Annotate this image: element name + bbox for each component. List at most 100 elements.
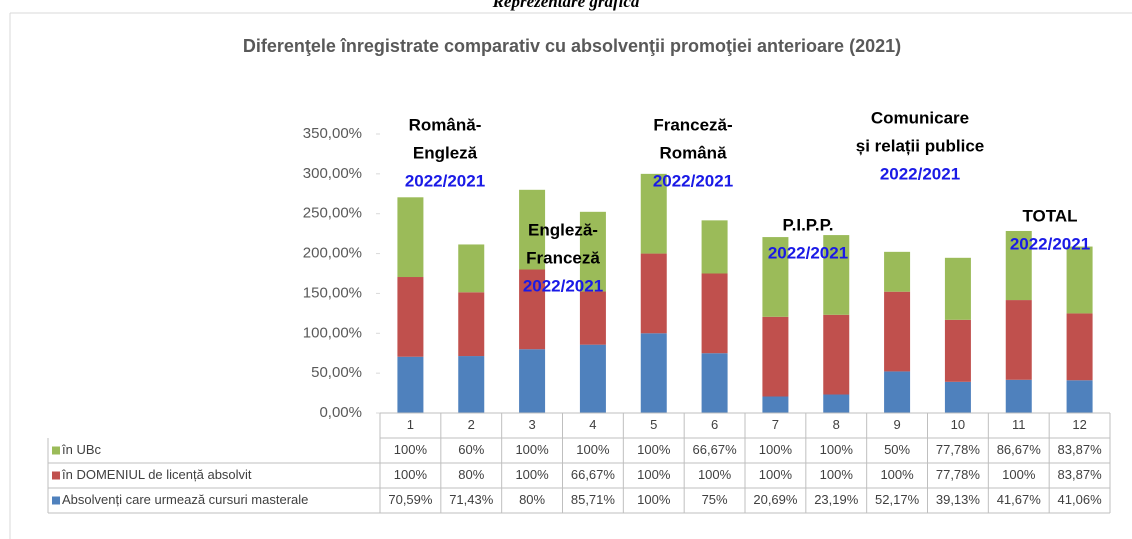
annotation: TOTAL [1022, 206, 1077, 225]
legend-label: în DOMENIUL de licență absolvit [61, 467, 252, 482]
annotation: Comunicare [871, 108, 969, 127]
bar-segment [701, 353, 728, 413]
data-label: 100% [637, 442, 671, 457]
bar-segment [701, 273, 728, 354]
data-label: 100% [1002, 467, 1036, 482]
x-tick-label: 9 [893, 417, 900, 432]
bar-segment [884, 251, 911, 292]
annotation: Franceză [526, 248, 600, 267]
bar-segment [579, 291, 606, 345]
bar-segment [458, 292, 485, 357]
x-tick-label: 3 [528, 417, 535, 432]
annotation-period: 2022/2021 [523, 276, 603, 295]
y-tick-label: 300,00% [303, 165, 362, 182]
data-label: 83,87% [1058, 442, 1103, 457]
legend-swatch [52, 446, 60, 455]
bar-segment [823, 394, 850, 413]
data-label: 23,19% [814, 492, 859, 507]
caption: Reprezentare grafică [492, 0, 640, 11]
data-label: 83,87% [1058, 467, 1103, 482]
bar-segment [762, 316, 789, 397]
data-label: 100% [698, 467, 732, 482]
bar-segment [640, 253, 667, 334]
data-label: 60% [458, 442, 484, 457]
x-tick-label: 1 [407, 417, 414, 432]
y-tick-label: 50,00% [311, 364, 362, 381]
annotation-period: 2022/2021 [768, 243, 848, 262]
y-tick-label: 100,00% [303, 324, 362, 341]
annotation: și relații publice [856, 136, 985, 155]
data-label: 52,17% [875, 492, 920, 507]
y-tick-label: 150,00% [303, 284, 362, 301]
bar-segment [397, 277, 424, 357]
x-tick-label: 6 [711, 417, 718, 432]
bar-segment [944, 381, 971, 413]
data-label: 100% [515, 467, 549, 482]
bar-segment [458, 244, 485, 293]
bar-segment [519, 269, 546, 350]
annotation: Engleză- [528, 220, 598, 239]
legend-swatch [52, 496, 60, 505]
bar-segment [944, 257, 971, 320]
legend-label: în UBc [61, 442, 102, 457]
data-label: 100% [880, 467, 914, 482]
data-label: 85,71% [571, 492, 616, 507]
data-label: 20,69% [753, 492, 798, 507]
bar-segment [823, 235, 850, 315]
x-tick-label: 10 [951, 417, 965, 432]
data-label: 70,59% [388, 492, 433, 507]
data-label: 77,78% [936, 442, 981, 457]
data-label: 100% [394, 467, 428, 482]
data-label: 100% [820, 467, 854, 482]
bar-segment [823, 314, 850, 395]
annotation-period: 2022/2021 [1010, 234, 1090, 253]
bar-segment [397, 356, 424, 413]
data-label: 100% [515, 442, 549, 457]
bar-segment [1066, 313, 1093, 381]
bar-segment [944, 319, 971, 382]
data-label: 100% [759, 467, 793, 482]
data-label: 100% [759, 442, 793, 457]
data-label: 100% [394, 442, 428, 457]
data-label: 86,67% [997, 442, 1042, 457]
annotation: Engleză [413, 143, 478, 162]
x-tick-label: 8 [833, 417, 840, 432]
bar-segment [1005, 230, 1032, 301]
y-tick-label: 0,00% [319, 404, 362, 421]
annotation: Franceză- [653, 115, 732, 134]
annotation-period: 2022/2021 [653, 171, 733, 190]
chart-title: Diferenţele înregistrate comparativ cu a… [243, 36, 901, 56]
bar-segment [1005, 379, 1032, 413]
bar-segment [397, 197, 424, 278]
bar-segment [884, 291, 911, 372]
bar-segment [519, 189, 546, 270]
data-label: 100% [637, 467, 671, 482]
data-label: 41,67% [997, 492, 1042, 507]
annotation-period: 2022/2021 [405, 171, 485, 190]
bar-segment [640, 173, 667, 254]
data-label: 80% [519, 492, 545, 507]
x-tick-label: 2 [468, 417, 475, 432]
x-tick-label: 5 [650, 417, 657, 432]
data-label: 39,13% [936, 492, 981, 507]
x-tick-label: 4 [589, 417, 596, 432]
bar-segment [579, 211, 606, 292]
data-label: 71,43% [449, 492, 494, 507]
bar-segment [519, 349, 546, 413]
x-tick-label: 7 [772, 417, 779, 432]
bar-segment [1005, 300, 1032, 380]
annotation: P.I.P.P. [782, 215, 833, 234]
data-label: 80% [458, 467, 484, 482]
data-label: 66,67% [571, 467, 616, 482]
data-label: 100% [637, 492, 671, 507]
y-tick-label: 250,00% [303, 205, 362, 222]
data-label: 50% [884, 442, 910, 457]
bar-segment [458, 356, 485, 413]
data-label: 66,67% [693, 442, 738, 457]
bar-segment [762, 396, 789, 413]
data-label: 75% [702, 492, 728, 507]
annotation: Română- [409, 115, 482, 134]
y-tick-label: 350,00% [303, 125, 362, 142]
x-tick-label: 12 [1072, 417, 1086, 432]
bar-segment [640, 333, 667, 413]
